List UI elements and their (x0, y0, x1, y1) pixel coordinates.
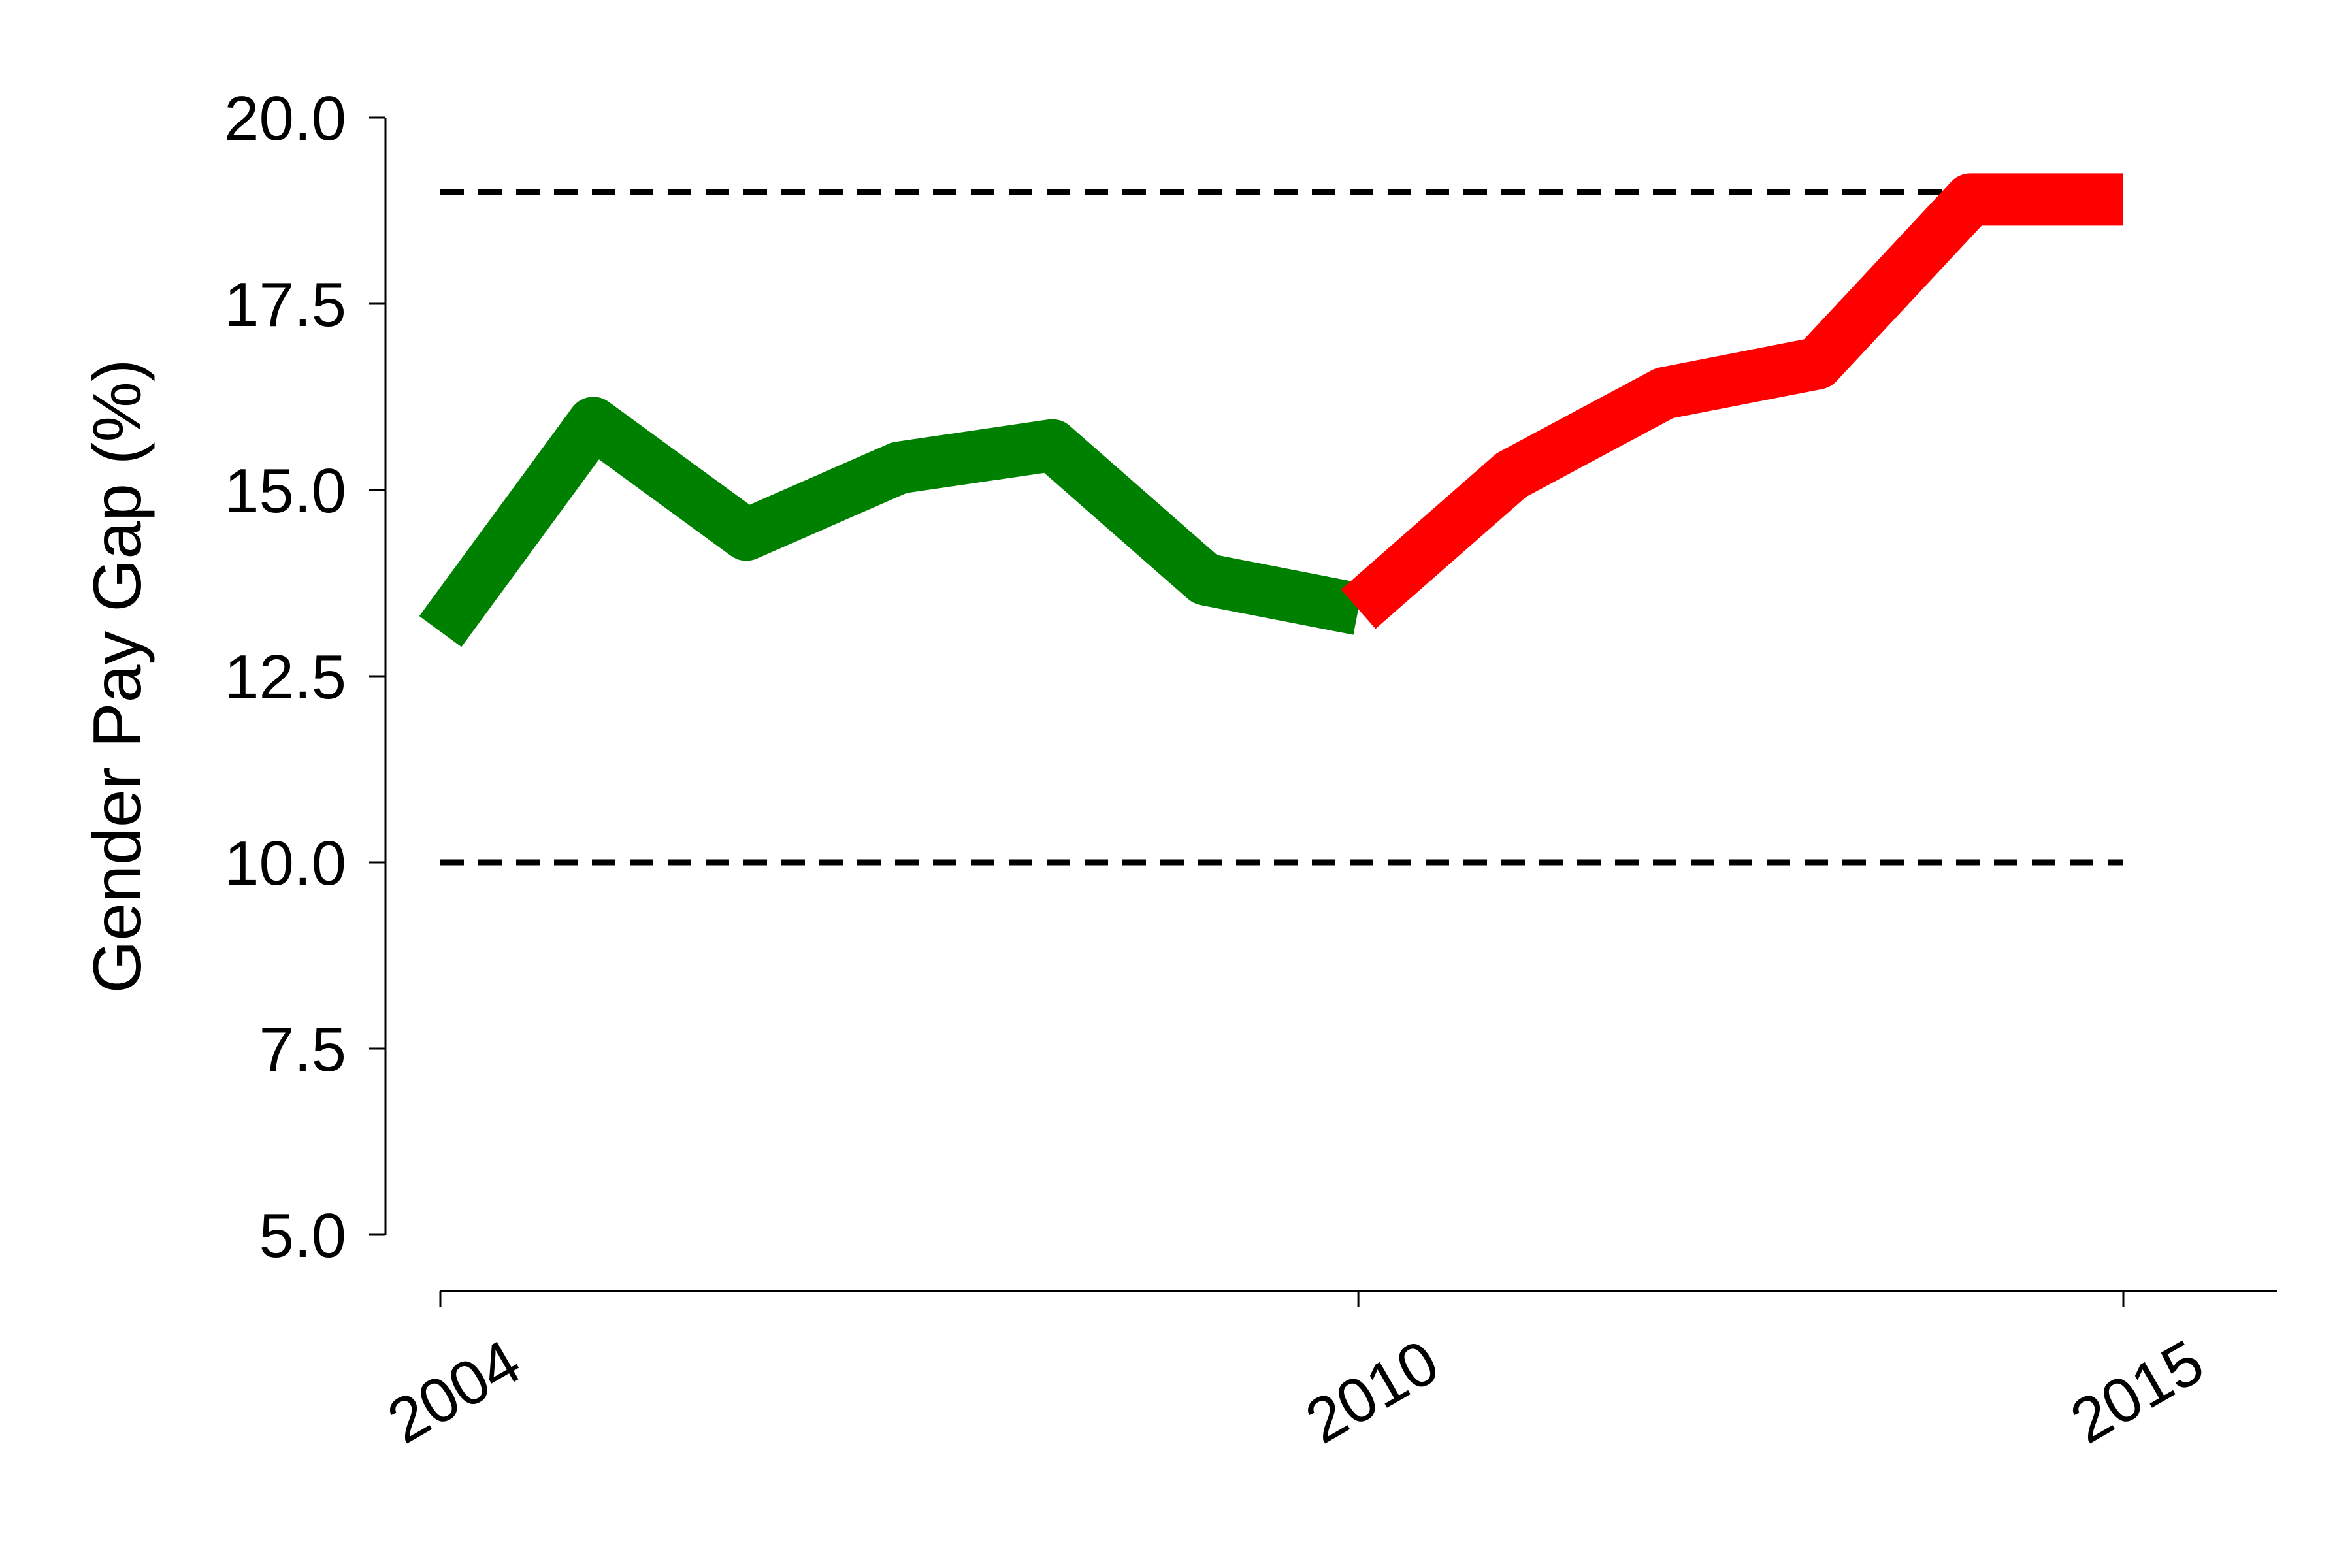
series-lines (419, 173, 2123, 647)
y-tick-label: 15.0 (224, 456, 346, 526)
y-tick-label: 7.5 (259, 1015, 346, 1085)
x-axis: 2004 2010 2015 (376, 1290, 2277, 1457)
x-tick-label: 2010 (1294, 1327, 1450, 1457)
series-line (1341, 173, 2123, 629)
y-tick-label: 5.0 (259, 1201, 346, 1271)
y-tick-label: 10.0 (224, 828, 346, 898)
series-line (419, 397, 1364, 647)
x-tick-label: 2015 (2059, 1327, 2215, 1457)
y-tick-label: 17.5 (224, 270, 346, 340)
y-tick-label: 20.0 (224, 84, 346, 154)
reference-lines (440, 189, 2123, 866)
x-tick-label: 2004 (376, 1327, 532, 1457)
y-axis-label: Gender Pay Gap (%) (80, 359, 155, 993)
y-tick-label: 12.5 (224, 642, 346, 712)
y-axis: 5.0 7.5 10.0 12.5 15.0 17.5 20.0 (224, 84, 387, 1271)
